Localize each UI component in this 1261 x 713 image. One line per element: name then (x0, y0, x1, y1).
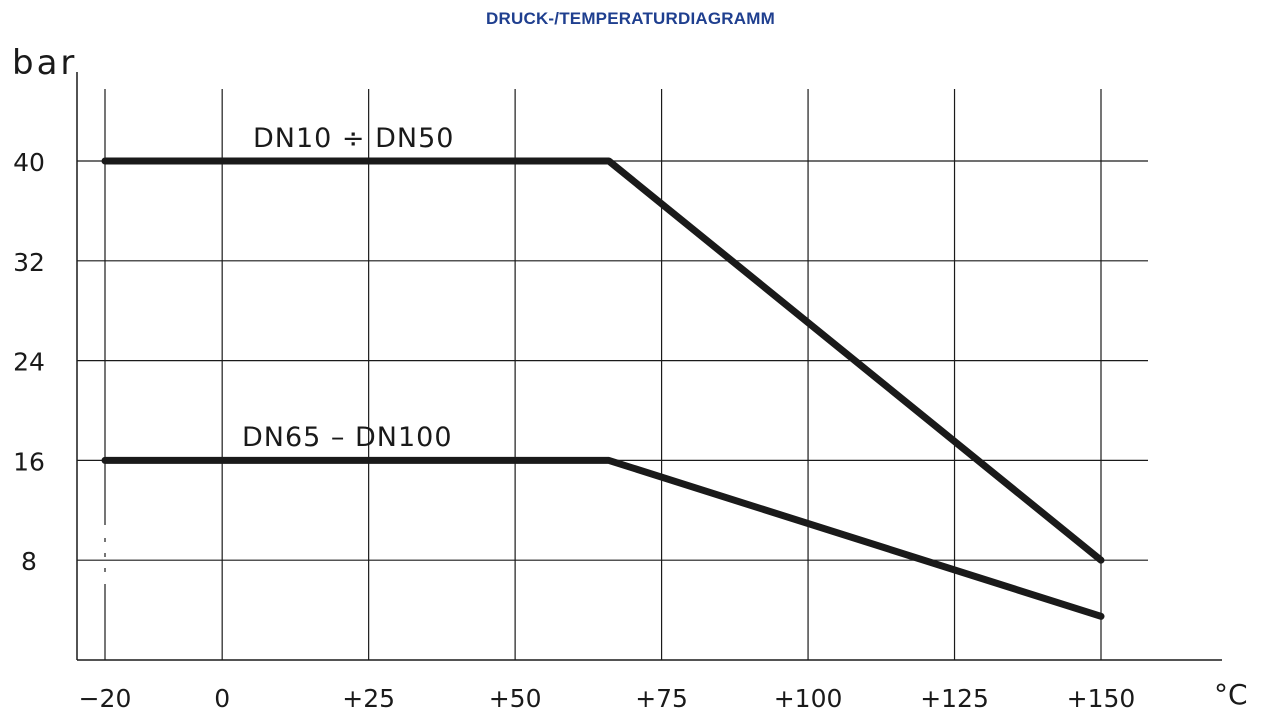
y-tick-label: 8 (21, 547, 37, 576)
chart-title: DRUCK-/TEMPERATURDIAGRAMM (486, 9, 775, 28)
x-tick-label: +125 (920, 684, 989, 713)
y-tick-label: 40 (13, 148, 45, 177)
y-axis-label: bar (12, 43, 77, 83)
x-axis-label: °C (1214, 678, 1248, 711)
x-tick-label: +100 (774, 684, 843, 713)
y-tick-label: 32 (13, 248, 45, 277)
series-label: DN10 ÷ DN50 (253, 123, 454, 154)
series-line (101, 456, 1105, 620)
x-tick-label: +50 (489, 684, 542, 713)
x-tick-label: 0 (214, 684, 230, 713)
x-tick-label: +25 (342, 684, 395, 713)
x-tick-label: −20 (79, 684, 132, 713)
x-tick-label: +150 (1067, 684, 1136, 713)
series-label: DN65 – DN100 (242, 422, 453, 453)
y-tick-label: 24 (13, 348, 45, 377)
x-tick-label: +75 (635, 684, 688, 713)
y-tick-label: 16 (13, 447, 45, 476)
